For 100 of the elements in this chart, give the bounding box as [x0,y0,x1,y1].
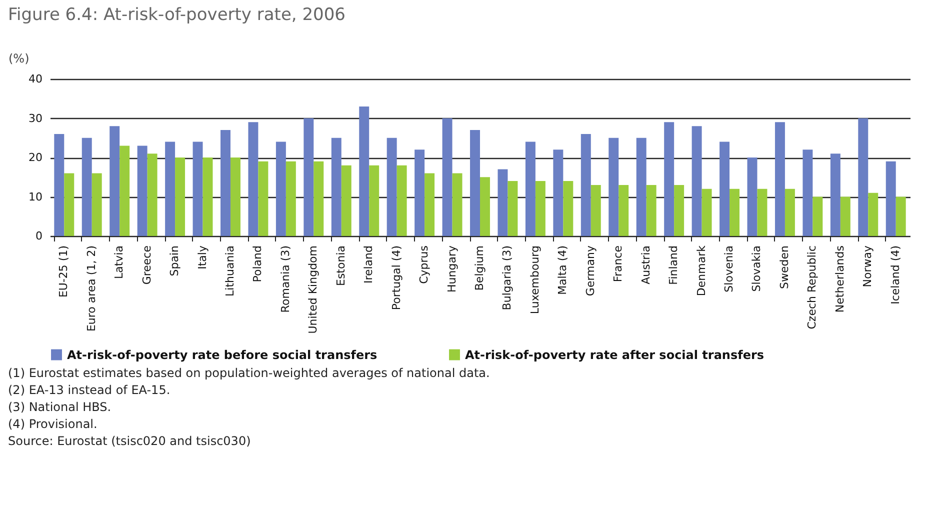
x-tick-label: Germany [584,245,597,296]
bar [470,130,480,236]
bar [618,184,629,236]
bar [802,150,813,236]
bar [830,154,840,236]
bar [720,142,730,236]
y-tick-label: 10 [28,190,42,204]
bar [258,161,268,236]
bar [314,161,324,236]
bar [636,138,646,236]
bar [414,150,425,236]
bar [341,165,352,236]
bar [359,106,370,236]
bar [120,146,130,236]
bar [553,150,564,236]
bar [276,142,286,236]
x-tick-label: Italy [196,245,209,270]
bar [54,134,64,236]
bar [896,196,906,236]
bar [64,173,74,236]
x-tick-label: Euro area (1, 2) [84,246,98,332]
x-tick-label: Hungary [445,245,458,292]
x-tick-label: Portugal (4) [390,246,403,310]
x-tick-label: Cyprus [418,245,431,284]
text: (2) EA-13 instead of EA-15. [8,382,172,399]
bar [304,118,314,236]
bar [590,184,601,236]
x-tick-label: Czech Republic [806,246,819,330]
bar [137,146,148,236]
bar [175,158,186,236]
x-tick-label: Poland [251,246,264,282]
bar [674,184,684,236]
bar [286,161,296,236]
bar [442,118,452,236]
x-tick-label: Latvia [112,246,126,279]
y-tick-label: 30 [28,112,42,125]
bar [580,134,591,236]
legend-label: At-risk-of-poverty rate after social transfers [465,348,764,362]
bar [480,177,490,236]
x-tick-label: Austria [639,246,652,284]
bar [82,138,92,236]
bar [868,192,878,236]
bar [220,130,230,236]
x-tick-label: Malta (4) [556,246,570,295]
bar [92,173,102,236]
x-tick-label: Romania (3) [278,246,292,313]
x-tick-label: France [612,245,625,282]
text: (4) Provisional. [8,416,98,433]
bar [424,173,435,236]
y-tick-label: 40 [28,72,42,86]
bar [508,181,518,236]
bar [147,154,158,236]
bar [525,142,536,236]
x-tick-label: Lithuania [223,246,236,296]
bar [563,181,574,236]
x-tick-label: EU-25 (1) [57,246,70,298]
x-tick-label: Greece [140,245,154,285]
bar [331,138,342,236]
legend-label: At-risk-of-poverty rate before social transfers [67,348,378,362]
bar [646,184,656,236]
x-tick-label: Iceland (4) [888,246,902,304]
bar [165,142,176,236]
x-tick-label: Spain [168,245,182,276]
x-tick-label: Norway [861,245,874,288]
y-tick-label: 20 [28,151,42,164]
chart-title: Figure 6.4: At-risk-of-poverty rate, 2006 [8,5,346,25]
bar [692,126,702,236]
y-axis-title: (%) [8,52,30,66]
x-tick-label: Slovenia [722,246,736,292]
bar [812,196,823,236]
bar [535,181,546,236]
bar [452,173,462,236]
bar [784,188,795,236]
x-tick-label: Sweden [778,245,791,289]
bar [396,165,407,236]
x-tick-label: Finland [667,246,680,285]
source-note: Source: Eurostat (tsisc020 and tsisc030) [8,433,252,450]
y-tick-label: 0 [36,230,42,242]
x-tick-label: Slovakia [750,246,764,292]
x-tick-label: United Kingdom [306,246,320,334]
bar [757,188,768,236]
bar [774,122,785,236]
bar [730,188,740,236]
bar [110,126,120,236]
x-tick-label: Ireland [362,246,376,284]
bar [608,138,619,236]
x-tick-label: Denmark [694,244,708,296]
text: (3) National HBS. [8,399,112,416]
x-tick-label: Bulgaria (3) [500,246,514,310]
x-tick-label: Netherlands [833,245,846,313]
bar [202,158,213,236]
bar [386,138,397,236]
bar [702,188,712,236]
x-tick-label: Luxembourg [528,246,542,314]
x-tick-label: Belgium [473,246,486,291]
bar [840,196,850,236]
bar [369,165,380,236]
bar [747,158,758,236]
bar [498,169,508,236]
bar [192,142,203,236]
